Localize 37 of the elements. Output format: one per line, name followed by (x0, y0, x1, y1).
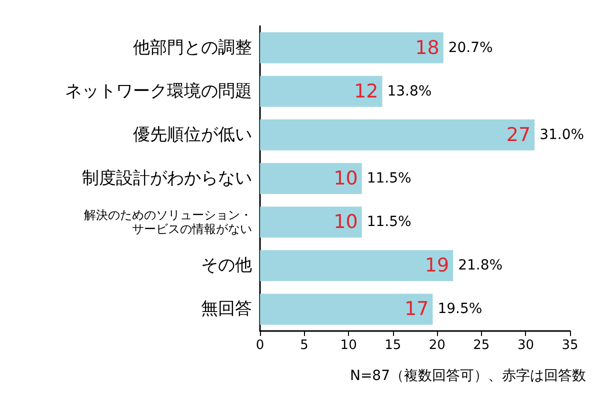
y-tick-label: その他 (201, 256, 252, 276)
data-label: 11.5% (366, 214, 412, 230)
bar (260, 119, 535, 150)
y-tick-label: 優先順位が低い (133, 124, 252, 145)
data-label: 11.5% (366, 170, 412, 186)
bar (260, 76, 382, 107)
x-tick-label: 35 (562, 338, 578, 353)
x-tick-label: 0 (256, 338, 264, 353)
y-tick-label: 制度設計がわからない (82, 168, 252, 188)
annotation: 10 (334, 168, 358, 190)
bar (260, 206, 362, 238)
data-label: 19.5% (438, 301, 482, 318)
annotation: 12 (354, 80, 378, 102)
y-tick-label: ネットワーク環境の問題 (65, 81, 252, 102)
y-tick-label: 無回答 (201, 299, 252, 320)
x-tick-label: 5 (300, 338, 308, 353)
bar (260, 163, 362, 194)
x-tick-label: 20 (428, 338, 446, 353)
bar (260, 294, 433, 325)
annotation: 10 (334, 211, 358, 234)
bar (260, 32, 444, 64)
text: N=87（複数回答可）、赤字は回答数 (350, 368, 586, 384)
y-tick-label: 解決のためのソリューション・サービスの情報がない (84, 208, 252, 236)
y-tick-label: 他部門との調整 (133, 38, 252, 58)
data-label: 21.8% (458, 258, 503, 274)
x-tick-label: 10 (340, 338, 357, 353)
x-tick-label: 30 (517, 338, 534, 353)
annotation: 18 (415, 36, 440, 59)
annotation: 17 (404, 298, 429, 320)
data-label: 20.7% (448, 40, 493, 56)
data-label: 31.0% (540, 126, 584, 143)
data-label: 13.8% (387, 83, 432, 100)
annotation: 19 (424, 254, 450, 277)
bar (260, 250, 454, 282)
x-tick-label: 15 (384, 338, 402, 353)
annotation: 27 (506, 124, 531, 146)
x-tick-label: 25 (473, 338, 490, 353)
